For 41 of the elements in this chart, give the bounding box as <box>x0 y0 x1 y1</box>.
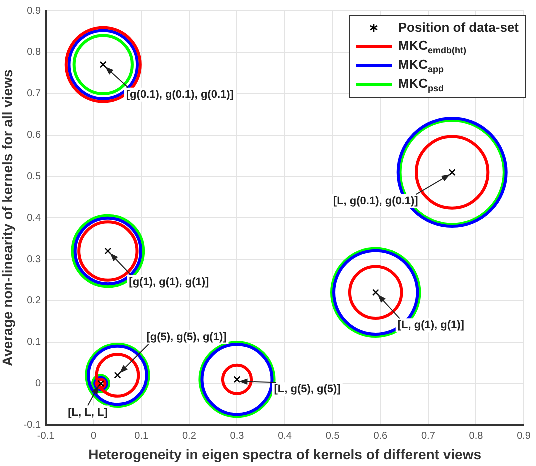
x-tick-label: 0.5 <box>326 430 340 442</box>
y-tick-label: 0 <box>35 378 42 390</box>
x-tick-label: 0.9 <box>517 430 532 442</box>
x-tick-label: 0.1 <box>134 430 150 442</box>
y-tick-label: -0.1 <box>24 420 42 431</box>
annotation: [g(1), g(1), g(1)] <box>129 276 210 288</box>
legend-label: MKC$_{emdb(ht)}$ <box>398 38 466 56</box>
x-tick-label: -0.1 <box>37 430 56 442</box>
y-tick-label: 0.2 <box>27 296 42 307</box>
x-axis-title: Heterogeneity in eigen spectra of kernels of different views <box>88 446 482 462</box>
point <box>104 248 112 255</box>
y-tick-label: 0.1 <box>27 337 42 348</box>
point <box>234 376 241 384</box>
y-tick-label: 0.4 <box>27 212 42 224</box>
x-tick-label: 0.7 <box>421 430 436 442</box>
annotation: [L, g(5), g(5)] <box>274 384 342 396</box>
y-tick-label: 0.7 <box>27 88 42 100</box>
x-tick-label: 0.2 <box>182 430 197 442</box>
annotation: [g(0.1), g(0.1), g(0.1)] <box>126 88 234 101</box>
y-tick-label: 0.5 <box>27 171 42 182</box>
y-tick-label: 0.8 <box>27 47 42 58</box>
legend-label: MKC$_{psd}$ <box>398 76 444 94</box>
x-tick-label: 0.8 <box>469 430 484 442</box>
y-axis-title: Average non-linearity of kernels for all views <box>0 70 16 366</box>
y-tick-label: 0.3 <box>27 254 42 266</box>
annotation: [L, L, L] <box>68 406 108 419</box>
point <box>114 372 122 379</box>
point <box>100 61 107 68</box>
annotation: [L, g(1), g(1)] <box>398 320 465 332</box>
point <box>448 169 456 176</box>
y-tick-label: 0.6 <box>27 130 42 142</box>
annotation: [L, g(0.1), g(0.1)] <box>333 196 419 208</box>
point <box>372 289 380 296</box>
legend-label: MKC$_{app}$ <box>398 56 444 74</box>
legend-label: Position of data-set <box>398 20 519 35</box>
x-tick-label: 0.4 <box>278 430 292 442</box>
x-tick-label: 0.6 <box>374 430 388 442</box>
x-tick-label: 0.3 <box>230 430 245 442</box>
annotation: [g(5), g(5), g(1)] <box>146 332 228 344</box>
y-tick-label: 0.9 <box>27 6 42 17</box>
x-tick-label: 0 <box>91 430 98 442</box>
